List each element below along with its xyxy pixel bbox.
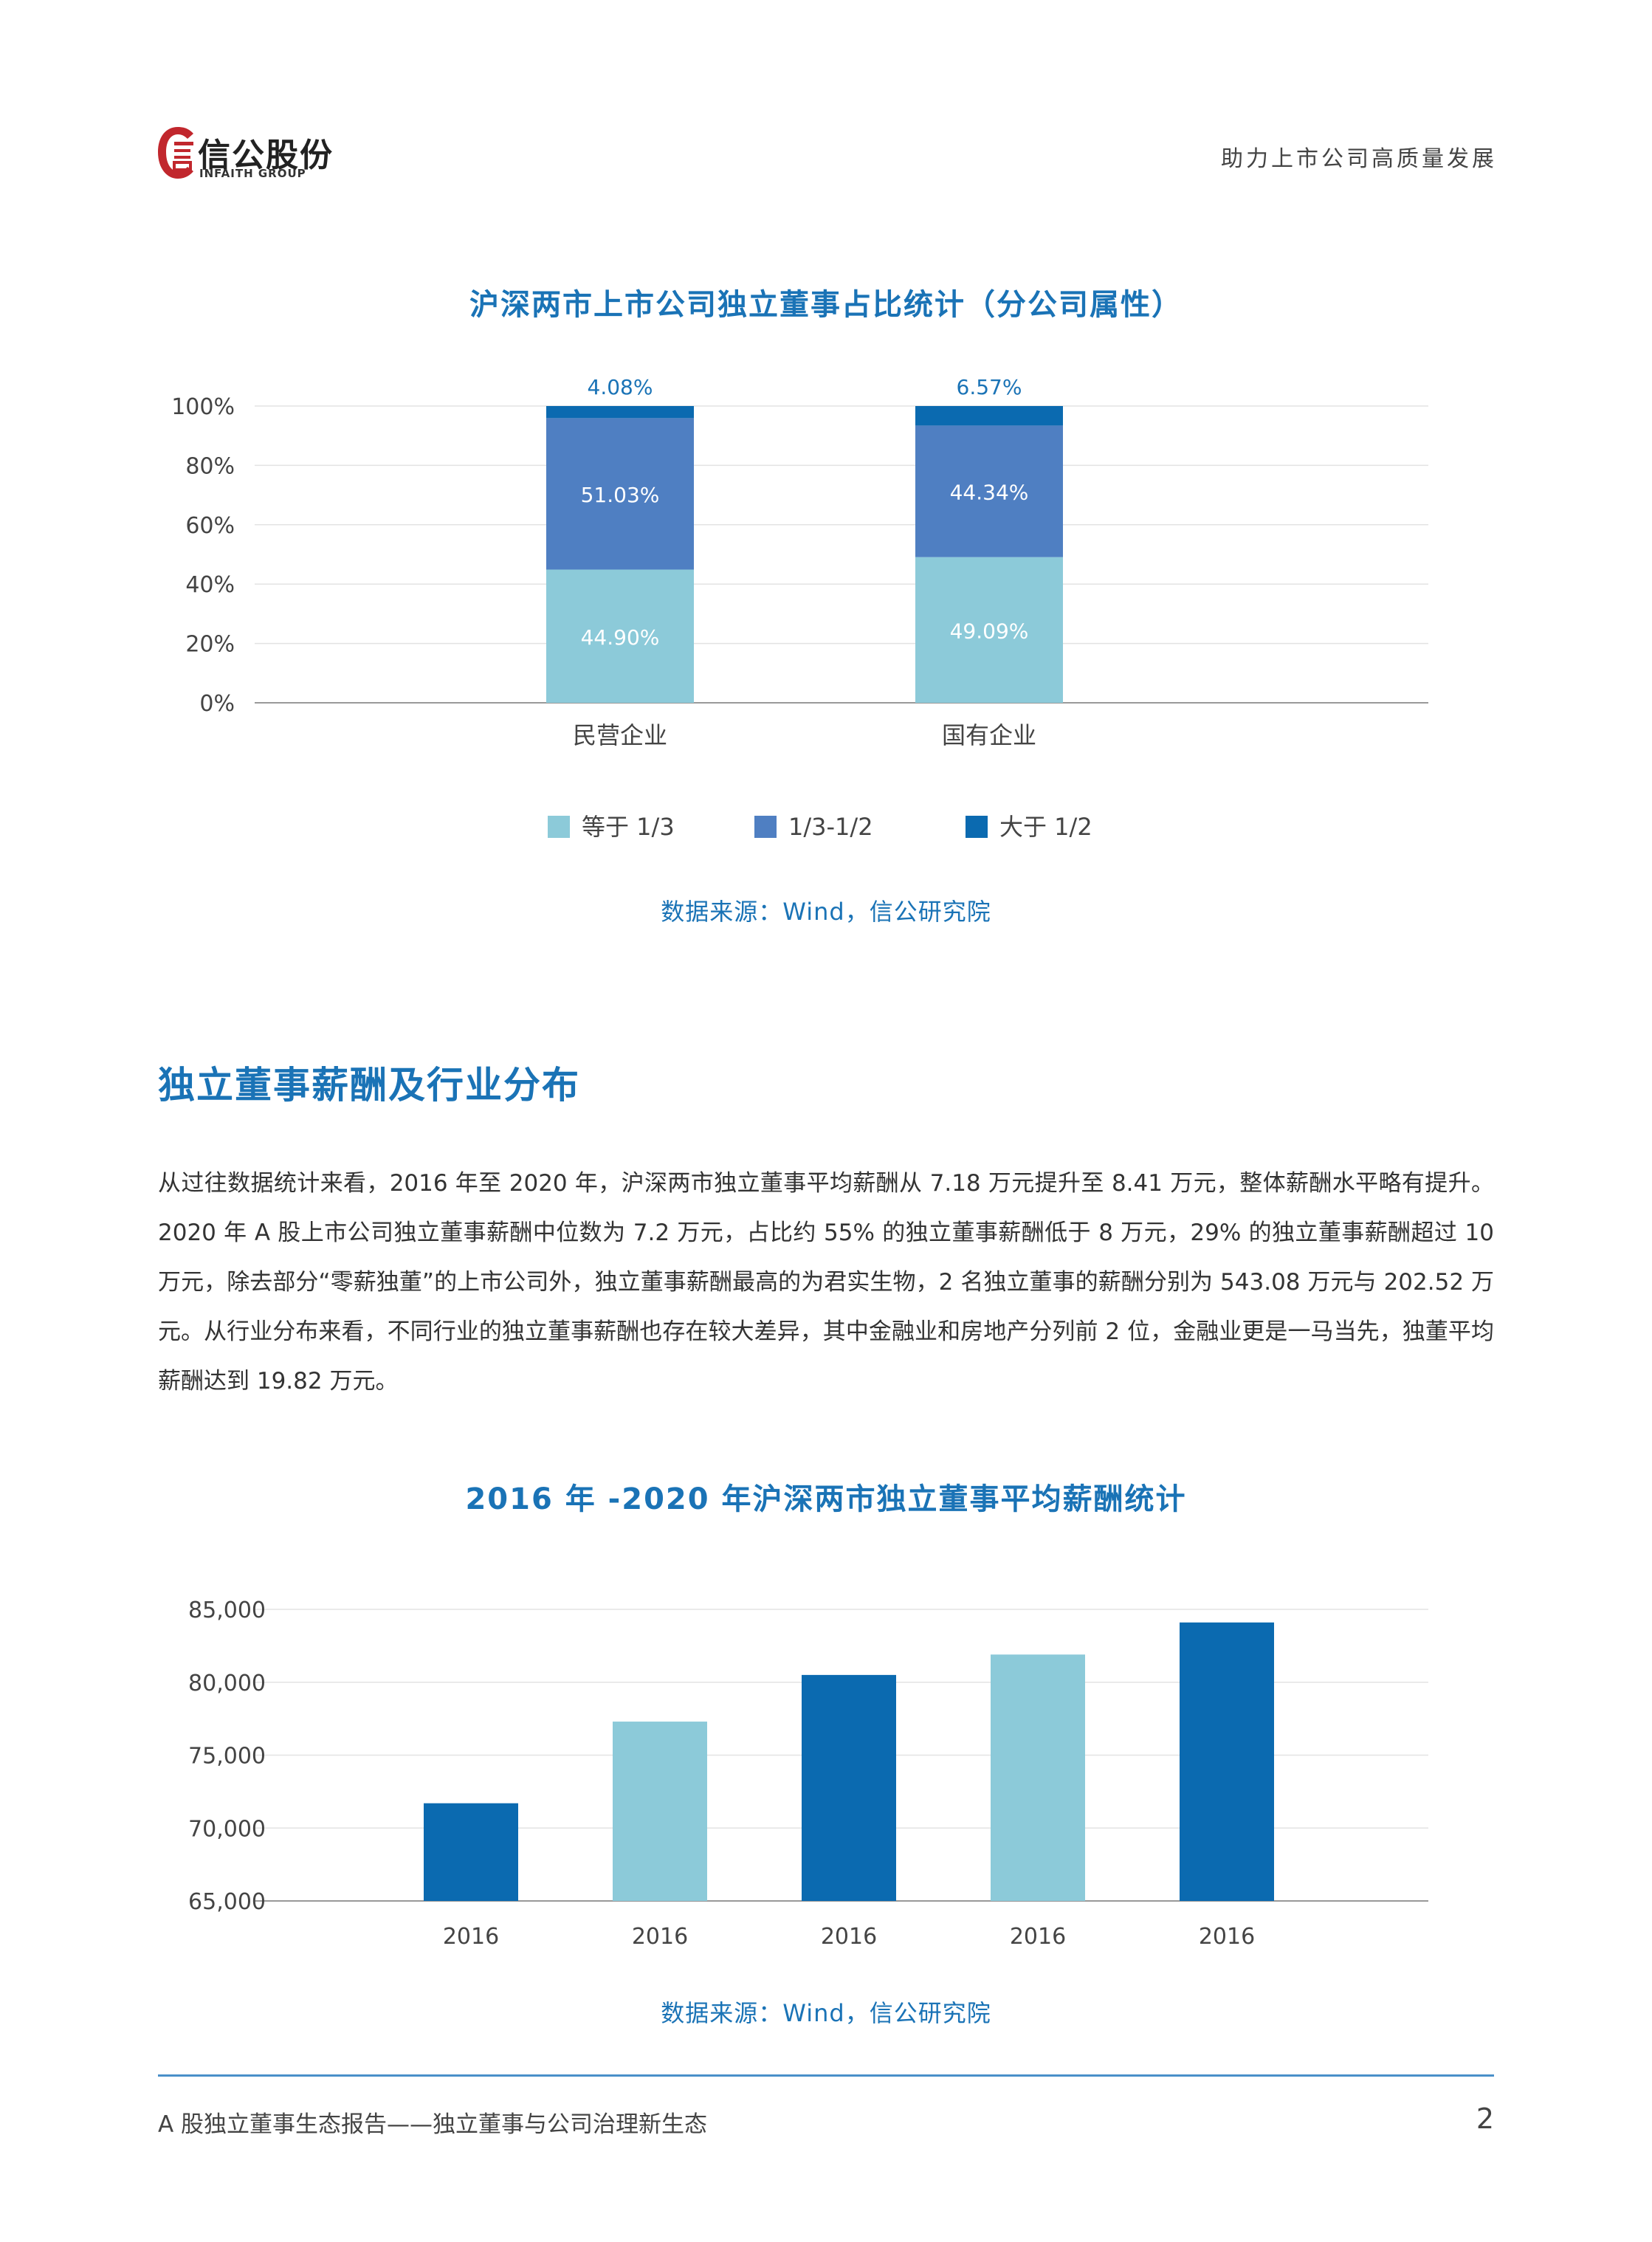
chart1-bar-segment bbox=[546, 569, 694, 703]
chart2-x-tick-label: 2016 bbox=[1010, 1924, 1066, 1950]
logo-seal-icon bbox=[158, 127, 193, 179]
chart1-x-axis: 民营企业 国有企业 bbox=[573, 721, 1036, 749]
chart2-bar bbox=[991, 1654, 1085, 1901]
chart2-bar bbox=[802, 1674, 896, 1901]
chart1-data-label: 4.08% bbox=[588, 375, 653, 399]
chart1-legend-swatch bbox=[966, 816, 988, 838]
chart1-source: 数据来源：Wind，信公研究院 bbox=[661, 898, 991, 926]
company-logo: 信公股份 INFAITH GROUP bbox=[155, 124, 347, 183]
chart1-y-tick-label: 40% bbox=[185, 572, 235, 598]
logo-chinese-name: 信公股份 bbox=[198, 137, 334, 174]
chart2-x-axis: 2016 2016 2016 2016 2016 bbox=[443, 1924, 1255, 1950]
chart1-legend-swatch bbox=[548, 816, 570, 838]
chart2-x-tick-label: 2016 bbox=[821, 1924, 877, 1950]
chart2-bar bbox=[1180, 1622, 1274, 1901]
chart1-legend-swatch bbox=[754, 816, 777, 838]
chart2-y-tick-label: 65,000 bbox=[188, 1889, 266, 1915]
chart1-y-tick-label: 60% bbox=[185, 513, 235, 539]
logo-english-name: INFAITH GROUP bbox=[199, 167, 306, 180]
chart1-y-axis: 0% 20% 40% 60% 80% 100% bbox=[171, 394, 235, 717]
chart1-data-label: 49.09% bbox=[950, 619, 1029, 643]
chart1-bar-segment bbox=[915, 406, 1063, 426]
chart1-data-label: 44.34% bbox=[950, 481, 1029, 505]
chart2-x-tick-label: 2016 bbox=[632, 1924, 688, 1950]
header-slogan: 助力上市公司高质量发展 bbox=[1221, 146, 1497, 172]
chart1-gridlines bbox=[255, 405, 1428, 704]
chart1-data-labels: 44.90% 51.03% 4.08% 49.09% 44.34% 6.57% bbox=[581, 375, 1029, 650]
chart1-data-label: 51.03% bbox=[581, 483, 660, 507]
chart1-title: 沪深两市上市公司独立董事占比统计（分公司属性） bbox=[469, 288, 1183, 322]
chart1-y-tick-label: 80% bbox=[185, 453, 235, 479]
footer-report-title: A 股独立董事生态报告——独立董事与公司治理新生态 bbox=[158, 2111, 708, 2138]
chart2-x-tick-label: 2016 bbox=[443, 1924, 499, 1950]
chart2-bar bbox=[424, 1803, 518, 1901]
chart1-legend: 等于 1/3 1/3-1/2 大于 1/2 bbox=[548, 813, 1092, 841]
chart1-data-label: 44.90% bbox=[581, 625, 660, 650]
chart2-y-tick-label: 85,000 bbox=[188, 1598, 266, 1623]
chart2-y-axis: 65,000 70,000 75,000 80,000 85,000 bbox=[188, 1598, 266, 1915]
chart1-bar-segment bbox=[546, 418, 694, 570]
chart1-bars bbox=[546, 406, 1063, 703]
chart1-data-label: 6.57% bbox=[957, 375, 1022, 399]
section-title: 独立董事薪酬及行业分布 bbox=[158, 1064, 580, 1107]
chart1-stacked-bar: 0% 20% 40% 60% 80% 100% 44.90% 51.03% 4.08% 49.0… bbox=[171, 375, 1428, 841]
chart1-y-tick-label: 0% bbox=[199, 691, 235, 717]
page-number: 2 bbox=[1476, 2102, 1494, 2135]
chart2-bar bbox=[613, 1722, 707, 1901]
footer-divider bbox=[158, 2074, 1494, 2077]
chart2-title: 2016 年 -2020 年沪深两市独立董事平均薪酬统计 bbox=[465, 1482, 1187, 1516]
chart1-x-tick-label: 国有企业 bbox=[942, 721, 1036, 749]
chart1-legend-label: 等于 1/3 bbox=[582, 813, 675, 841]
chart1-bar-segment bbox=[915, 557, 1063, 703]
chart1-y-tick-label: 100% bbox=[171, 394, 235, 420]
chart2-x-tick-label: 2016 bbox=[1199, 1924, 1255, 1950]
chart1-y-tick-label: 20% bbox=[185, 632, 235, 658]
chart1-legend-label: 大于 1/2 bbox=[999, 813, 1092, 841]
chart2-y-tick-label: 70,000 bbox=[188, 1816, 266, 1842]
chart2-y-tick-label: 80,000 bbox=[188, 1671, 266, 1696]
chart2-bars bbox=[424, 1622, 1274, 1901]
chart2-source: 数据来源：Wind，信公研究院 bbox=[661, 1999, 991, 2027]
chart1-bar-segment bbox=[546, 406, 694, 419]
chart1-bar-segment bbox=[915, 425, 1063, 557]
chart2-y-tick-label: 75,000 bbox=[188, 1744, 266, 1770]
chart1-legend-label: 1/3-1/2 bbox=[788, 813, 873, 841]
chart1-x-tick-label: 民营企业 bbox=[573, 721, 667, 749]
section-paragraph: 从过往数据统计来看，2016 年至 2020 年，沪深两市独立董事平均薪酬从 7… bbox=[158, 1170, 1494, 1395]
